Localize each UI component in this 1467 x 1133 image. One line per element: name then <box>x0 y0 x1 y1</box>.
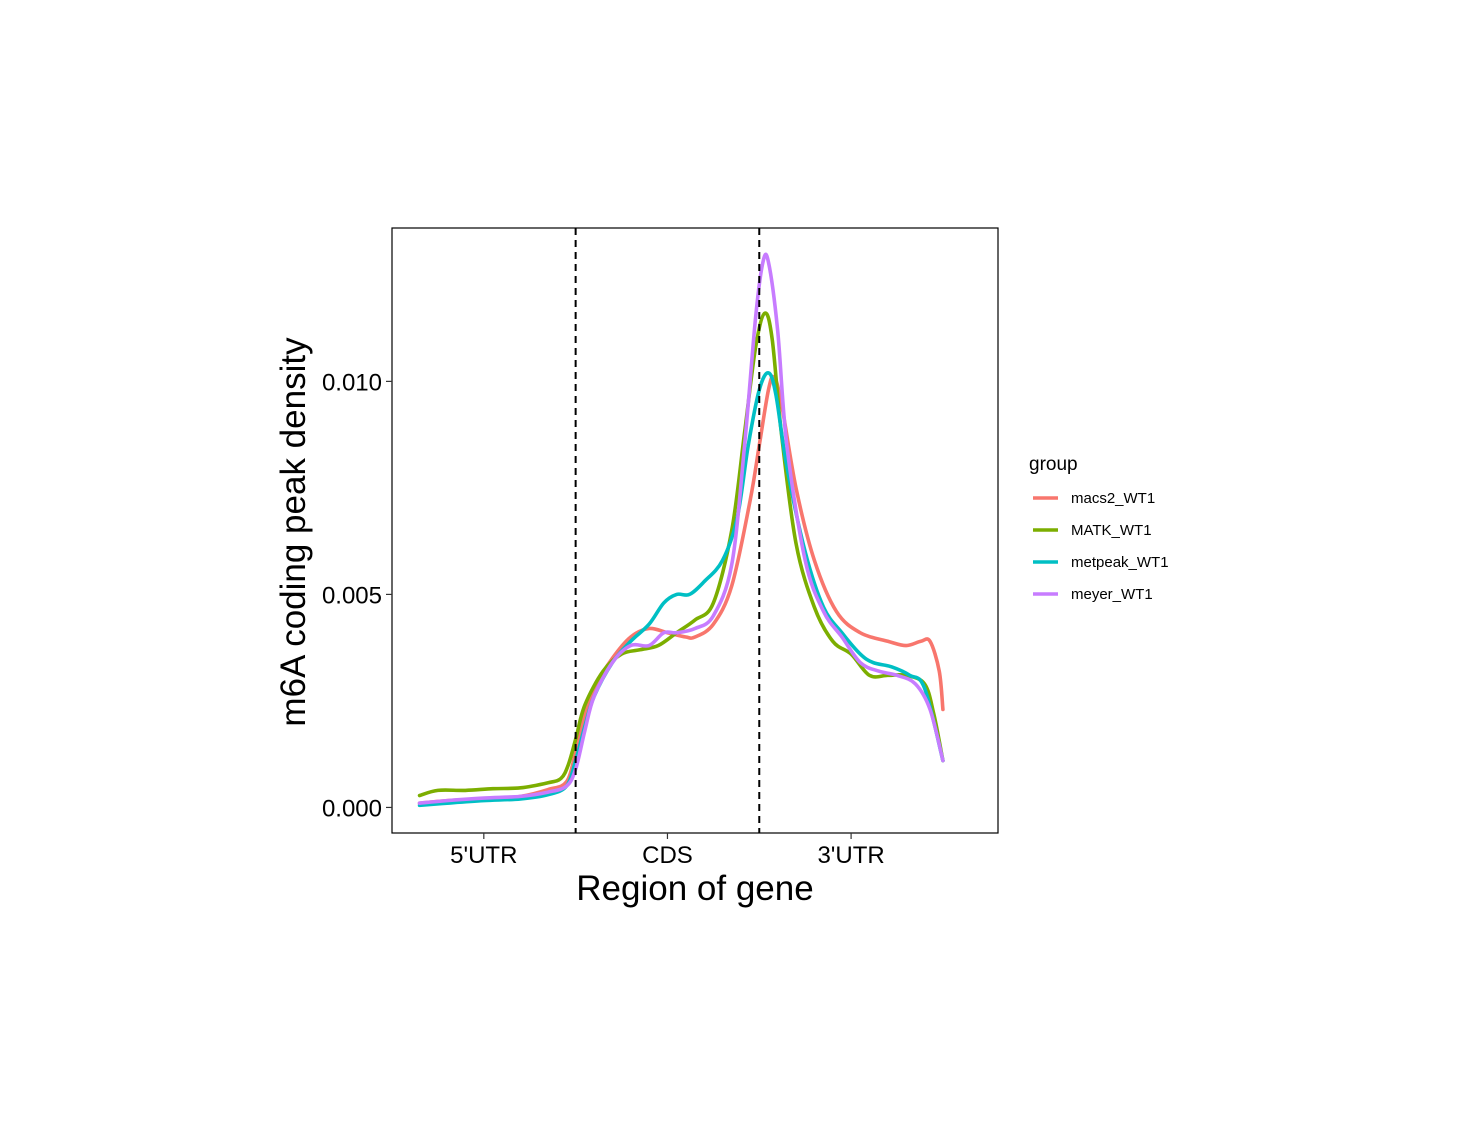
x-tick-label: 5'UTR <box>450 842 517 869</box>
y-axis-title: m6A coding peak density <box>274 337 313 727</box>
legend-title: group <box>1029 454 1078 475</box>
x-axis-title: Region of gene <box>576 869 813 908</box>
vertical-dashed-lines <box>574 228 761 833</box>
plot-panel-border <box>391 227 999 834</box>
legend-label-MATK_WT1: MATK_WT1 <box>1071 522 1152 539</box>
legend-label-meyer_WT1: meyer_WT1 <box>1071 586 1153 603</box>
series-line-meyer_WT1 <box>417 252 945 805</box>
y-tick-label: 0.000 <box>322 795 382 822</box>
x-tick-label: 3'UTR <box>817 842 884 869</box>
legend-items: macs2_WT1 MATK_WT1 metpeak_WT1 meyer_WT1 <box>1033 490 1169 603</box>
y-tick-label: 0.005 <box>322 582 382 609</box>
legend-label-macs2_WT1: macs2_WT1 <box>1071 490 1155 507</box>
legend: group macs2_WT1 MATK_WT1 metpeak_WT1 meyer_… <box>1029 454 1169 603</box>
y-axis-ticks: 0.000 0.005 0.010 <box>322 369 392 822</box>
series-line-MATK_WT1 <box>417 311 945 798</box>
x-tick-label: CDS <box>642 842 693 869</box>
legend-label-metpeak_WT1: metpeak_WT1 <box>1071 554 1169 571</box>
y-tick-label: 0.010 <box>322 369 382 396</box>
x-axis-ticks: 5'UTR CDS 3'UTR <box>450 833 885 869</box>
plot-lines <box>417 252 945 808</box>
